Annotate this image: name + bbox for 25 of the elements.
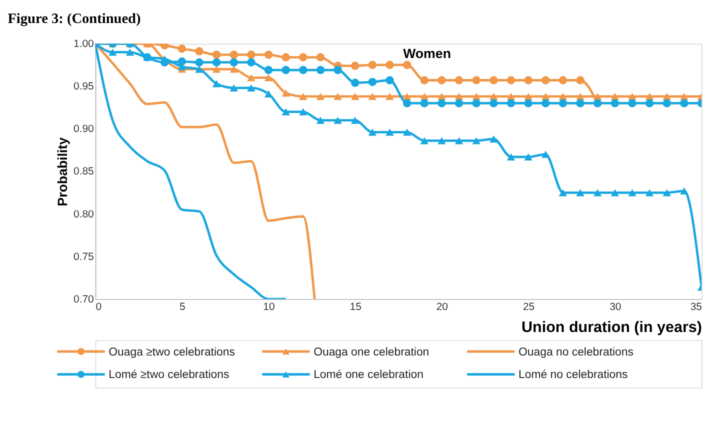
x-tick-label: 20 <box>436 302 448 314</box>
x-tick-label: 5 <box>179 302 186 314</box>
x-tick-label: 10 <box>263 302 275 314</box>
legend-label: Lomé ≥two celebrations <box>108 369 230 382</box>
y-tick-label: 0.85 <box>73 166 94 178</box>
x-axis-title: Union duration (in years) <box>522 318 702 336</box>
y-tick-label: 0.75 <box>73 252 94 263</box>
legend-label: Lomé one celebration <box>314 369 424 382</box>
x-tick-label: 30 <box>610 302 622 314</box>
x-tick-label: 0 <box>96 302 102 314</box>
annotation: Women <box>403 46 451 61</box>
x-tick-label: 25 <box>522 302 535 314</box>
y-axis-title: Probability <box>54 136 70 206</box>
y-tick-label: 0.90 <box>73 124 94 136</box>
legend-label: Ouaga no celebrations <box>518 346 634 358</box>
legend-label: Ouaga one celebration <box>314 346 430 358</box>
y-tick-label: 1.00 <box>73 38 94 50</box>
legend-label: Ouaga ≥two celebrations <box>108 346 236 358</box>
x-tick-label: 35 <box>690 302 702 314</box>
y-tick-label: 0.95 <box>73 82 94 93</box>
legend-label: Lomé no celebrations <box>518 369 628 382</box>
y-tick-label: 0.70 <box>73 294 94 306</box>
y-tick-label: 0.80 <box>73 209 94 220</box>
x-tick-label: 15 <box>350 302 362 314</box>
chart-title: Figure 3: (Continued) <box>8 11 141 28</box>
